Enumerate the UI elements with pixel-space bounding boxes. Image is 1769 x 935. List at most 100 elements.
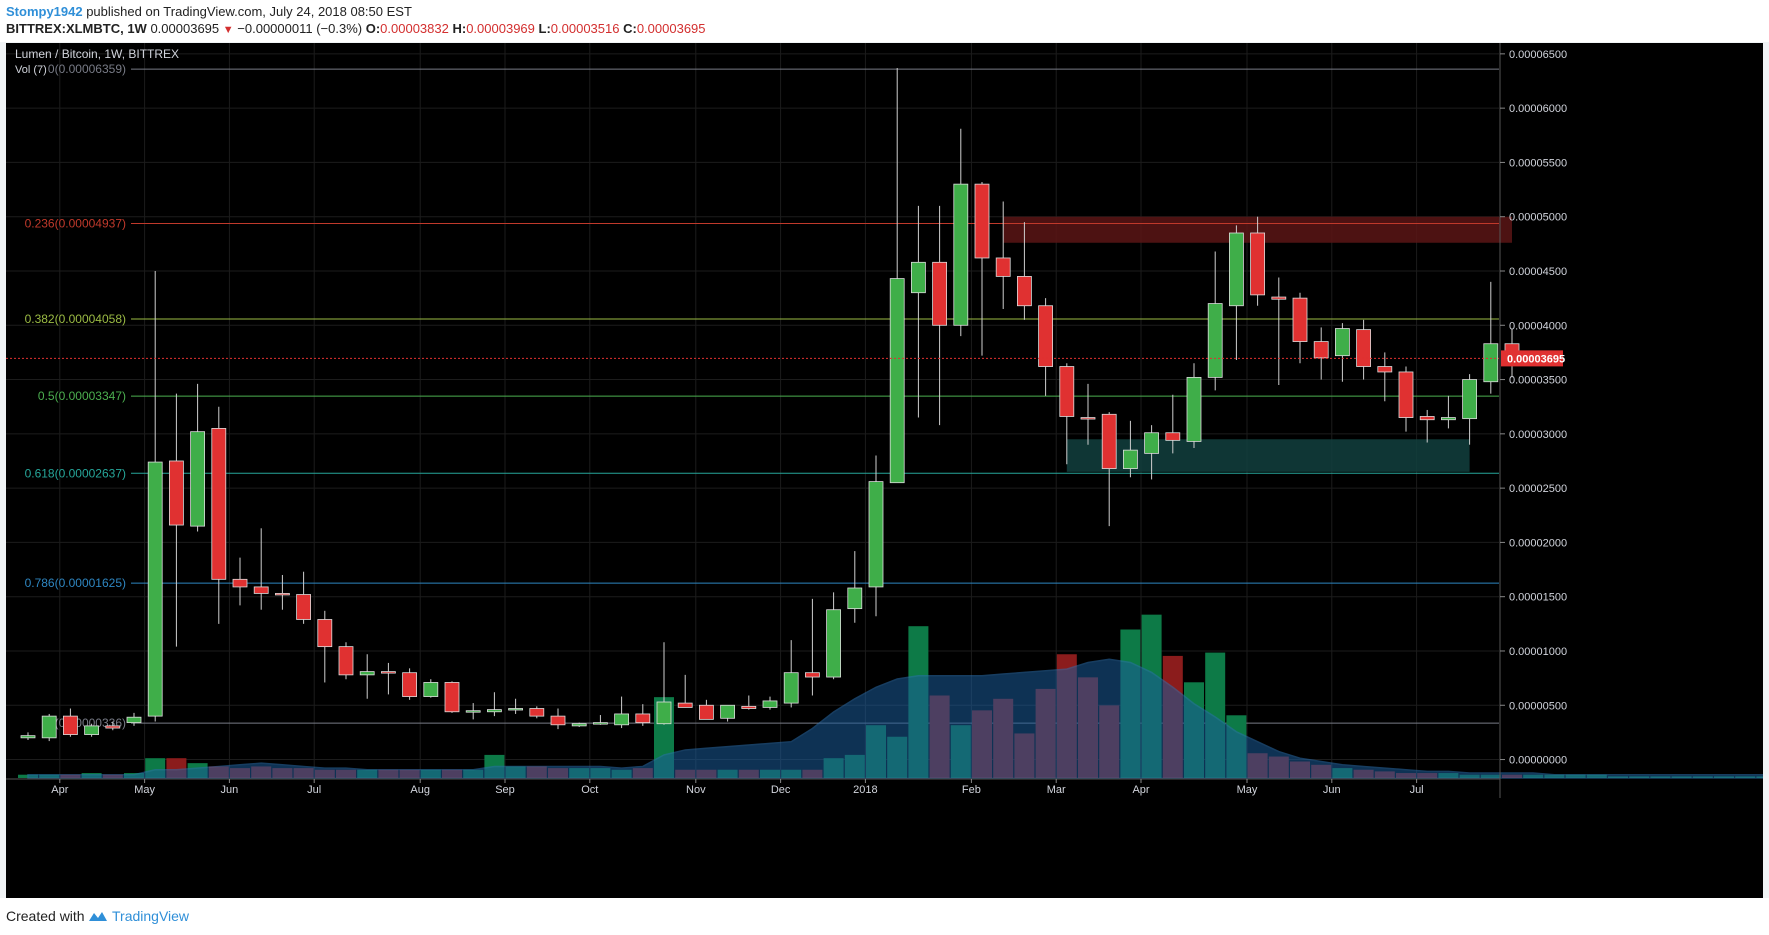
close-label: C: bbox=[623, 21, 637, 36]
price-tick-label: 0.00005500 bbox=[1509, 157, 1567, 169]
time-tick-label: Nov bbox=[686, 784, 706, 796]
price-tick-label: 0.00005000 bbox=[1509, 212, 1567, 224]
candle-body bbox=[1250, 232, 1265, 296]
candle-body bbox=[63, 715, 78, 735]
time-tick-label: Dec bbox=[771, 784, 791, 796]
candle-body bbox=[508, 708, 524, 711]
price-change: −0.00000011 (−0.3%) bbox=[237, 21, 363, 36]
publish-header: Stompy1942 published on TradingView.com,… bbox=[0, 0, 1769, 42]
author-link[interactable]: Stompy1942 bbox=[6, 4, 83, 19]
candle-body bbox=[1335, 328, 1350, 357]
down-arrow-icon: ▼ bbox=[222, 24, 234, 36]
fib-level-label: 0.786(0.00001625) bbox=[25, 576, 126, 590]
candle-body bbox=[486, 709, 502, 713]
candle-body bbox=[699, 704, 714, 720]
candle-body bbox=[1313, 341, 1329, 359]
candle-body bbox=[656, 701, 672, 725]
candle-body bbox=[338, 646, 354, 676]
volume-legend: Vol (7) bbox=[15, 64, 47, 76]
price-tick-label: 0.00000000 bbox=[1509, 755, 1567, 767]
candle-body bbox=[1038, 305, 1053, 367]
price-tick-label: 0.00002500 bbox=[1509, 483, 1567, 495]
footer: Created with TradingView bbox=[0, 898, 1769, 935]
candle-body bbox=[1144, 432, 1159, 454]
candle-body bbox=[1186, 376, 1202, 442]
time-tick-label: May bbox=[1237, 784, 1258, 796]
high-label: H: bbox=[452, 21, 467, 36]
time-tick-label: Feb bbox=[962, 784, 981, 796]
price-tick-label: 0.00001000 bbox=[1509, 646, 1567, 658]
chart-legend-title: Lumen / Bitcoin, 1W, BITTREX bbox=[15, 47, 179, 61]
price-tick-label: 0.00006000 bbox=[1509, 103, 1567, 115]
candle-body bbox=[1059, 366, 1075, 417]
candle-body bbox=[1462, 379, 1477, 420]
candle-body bbox=[529, 708, 545, 717]
candle-body bbox=[1292, 297, 1308, 342]
time-tick-label: Jun bbox=[221, 784, 239, 796]
open-label: O: bbox=[365, 21, 381, 36]
fib-level-label: 0.382(0.00004058) bbox=[25, 312, 126, 326]
price-tick-label: 0.00002000 bbox=[1509, 537, 1567, 549]
candle-body bbox=[465, 710, 481, 713]
candle-body bbox=[974, 183, 990, 259]
candle-body bbox=[380, 671, 396, 674]
candle-body bbox=[444, 682, 460, 713]
publish-text: published on TradingView.com, July 24, 2… bbox=[82, 4, 412, 19]
candle-body bbox=[826, 609, 841, 678]
low-value: 0.00003516 bbox=[550, 21, 620, 36]
time-tick-label: Apr bbox=[51, 784, 68, 796]
candle-body bbox=[232, 578, 248, 588]
candle-body bbox=[211, 428, 227, 580]
candle-body bbox=[762, 700, 778, 708]
time-tick-label: Sep bbox=[495, 784, 515, 796]
candle-body bbox=[593, 722, 608, 725]
candle-body bbox=[677, 702, 693, 708]
candle-body bbox=[84, 725, 99, 735]
candle-body bbox=[1441, 417, 1456, 421]
time-tick-label: Jun bbox=[1323, 784, 1341, 796]
candle-body bbox=[1123, 449, 1138, 469]
close-value: 0.00003695 bbox=[636, 21, 706, 36]
candle-body bbox=[1101, 413, 1117, 469]
candle-body bbox=[20, 735, 36, 739]
candlestick-chart[interactable]: 0(0.00006359) 0.236(0.00004937) 0.382(0.00… bbox=[6, 43, 1763, 898]
price-tick-label: 0.00006500 bbox=[1509, 49, 1567, 61]
candle-body bbox=[1229, 232, 1244, 307]
candle-body bbox=[720, 704, 735, 719]
candle-body bbox=[423, 682, 439, 697]
candle-body bbox=[1377, 366, 1393, 373]
price-tick-label: 0.00001500 bbox=[1509, 592, 1567, 604]
candle-body bbox=[402, 672, 418, 697]
candle-body bbox=[847, 587, 863, 610]
candle-body bbox=[1419, 416, 1435, 421]
current-price-badge bbox=[1501, 350, 1563, 367]
candle-body bbox=[635, 713, 651, 724]
symbol-ohlc: BITTREX:XLMBTC, 1W 0.00003695 ▼ −0.00000… bbox=[6, 21, 706, 36]
candle-body bbox=[1017, 276, 1032, 307]
candle-body bbox=[41, 715, 57, 739]
chart-area[interactable]: 0(0.00006359) 0.236(0.00004937) 0.382(0.00… bbox=[6, 43, 1763, 898]
candle-body bbox=[296, 594, 312, 620]
candle-body bbox=[317, 619, 333, 648]
fib-level-label: 0.618(0.00002637) bbox=[25, 466, 126, 480]
time-tick-label: Oct bbox=[581, 784, 598, 796]
time-tick-label: Jul bbox=[307, 784, 321, 796]
fib-level-label: 0.236(0.00004937) bbox=[25, 217, 126, 231]
candle-body bbox=[274, 593, 290, 596]
tradingview-link[interactable]: TradingView bbox=[112, 908, 190, 924]
candle-body bbox=[147, 461, 163, 717]
candle-body bbox=[571, 723, 587, 727]
time-tick-label: 2018 bbox=[853, 784, 877, 796]
candle-body bbox=[1483, 343, 1499, 383]
time-tick-label: Apr bbox=[1132, 784, 1149, 796]
candle-body bbox=[190, 431, 206, 527]
price-tick-label: 0.00003000 bbox=[1509, 429, 1567, 441]
open-value: 0.00003832 bbox=[380, 21, 449, 36]
time-tick-label: May bbox=[134, 784, 155, 796]
price-tick-label: 0.00000500 bbox=[1509, 700, 1567, 712]
candle-body bbox=[1080, 417, 1096, 420]
candle-body bbox=[953, 183, 969, 326]
low-label: L: bbox=[538, 21, 551, 36]
candle-body bbox=[868, 481, 884, 588]
candle-body bbox=[889, 278, 905, 484]
